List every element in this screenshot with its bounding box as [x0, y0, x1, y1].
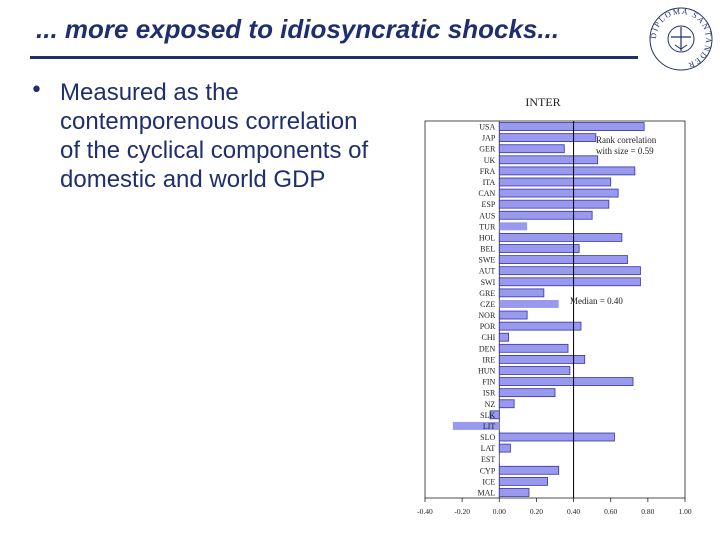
bar-ger [498, 144, 565, 154]
category-label-aus: AUS [479, 211, 495, 220]
x-tick-label: 0.20 [530, 507, 543, 516]
category-label-ger: GER [479, 145, 496, 154]
category-label-nz: NZ [485, 400, 496, 409]
category-label-mal: MAL [478, 488, 496, 497]
category-label-nor: NOR [478, 311, 496, 320]
bar-ire [498, 355, 586, 364]
x-tick-label: 0.60 [604, 507, 617, 516]
bar-gre [498, 288, 545, 298]
category-label-lat: LAT [481, 444, 496, 453]
bar-uk [498, 155, 599, 165]
category-label-ita: ITA [483, 178, 496, 187]
rank-correlation-annotation-line1: Rank correlation [596, 135, 657, 145]
slide-title: ... more exposed to idiosyncratic shocks… [36, 14, 560, 44]
bar-est [499, 455, 500, 464]
bar-jap [498, 133, 597, 143]
plot-frame [424, 120, 686, 499]
university-seal-logo: DIPLOMA SANTANDER [649, 7, 713, 71]
category-label-hol: HOL [479, 233, 496, 242]
bar-lit [452, 421, 500, 430]
category-label-cze: CZE [480, 300, 495, 309]
bar-isr [498, 388, 556, 398]
bar-slk [489, 410, 500, 420]
category-label-hun: HUN [478, 366, 496, 375]
x-tick-label: -0.40 [417, 507, 433, 516]
title-underline [30, 56, 638, 59]
category-label-bel: BEL [480, 245, 495, 254]
category-label-swe: SWE [478, 256, 495, 265]
x-tick-label: -0.20 [454, 507, 470, 516]
bar-ice [498, 476, 548, 486]
category-label-slk: SLK [480, 411, 495, 420]
rank-correlation-annotation-line2: with size = 0.59 [596, 146, 654, 156]
bar-nz [498, 399, 515, 409]
category-label-swi: SWI [481, 278, 496, 287]
bar-lat [498, 443, 511, 453]
category-label-fra: FRA [480, 167, 496, 176]
bar-nor [498, 310, 528, 320]
bullet-text: Measured as the contemporenous correlati… [60, 79, 369, 193]
bar-bel [498, 244, 580, 253]
bar-ita [498, 177, 612, 187]
bar-hol [498, 233, 623, 242]
category-label-gre: GRE [479, 289, 495, 298]
category-label-est: EST [481, 455, 495, 464]
category-label-can: CAN [478, 189, 495, 198]
bar-den [498, 343, 569, 353]
bar-swe [498, 255, 628, 264]
bar-hun [498, 366, 571, 375]
x-tick-label: 1.00 [678, 507, 691, 516]
category-label-por: POR [480, 322, 496, 331]
bar-fra [498, 166, 636, 176]
category-label-ice: ICE [482, 477, 495, 486]
chart-title: INTER [525, 95, 560, 109]
category-label-den: DEN [479, 344, 496, 353]
bar-usa [498, 122, 645, 131]
bar-tur [499, 222, 528, 231]
bar-esp [498, 199, 610, 209]
x-tick-label: 0.80 [641, 507, 654, 516]
bar-slo [498, 432, 615, 442]
category-label-esp: ESP [481, 200, 495, 209]
x-tick-label: 0.40 [567, 507, 580, 516]
inter-bar-chart: INTER USA JAP GER UK FRA ITA CAN ESP AUS TUR HOL BE… [417, 95, 692, 516]
bar-cze [499, 299, 559, 308]
bar-chi [498, 332, 509, 342]
category-label-ire: IRE [482, 355, 495, 364]
category-label-uk: UK [484, 156, 496, 165]
category-label-slo: SLO [480, 433, 495, 442]
category-label-isr: ISR [483, 389, 496, 398]
bar-aus [498, 210, 593, 220]
median-annotation: Median = 0.40 [570, 296, 623, 306]
bar-fin [498, 377, 634, 386]
bar-cyp [498, 465, 560, 475]
bar-por [498, 321, 582, 331]
category-label-lit: LIT [483, 422, 496, 431]
category-label-fin: FIN [482, 378, 495, 387]
category-label-jap: JAP [482, 134, 496, 143]
category-label-chi: CHI [482, 333, 496, 342]
category-label-usa: USA [479, 123, 495, 132]
category-label-tur: TUR [479, 222, 496, 231]
bar-aut [498, 266, 641, 276]
bar-can [498, 188, 619, 198]
bullet-marker: • [30, 78, 43, 103]
category-label-aut: AUT [479, 267, 496, 276]
bar-mal [498, 488, 530, 497]
x-tick-label: 0.00 [493, 507, 506, 516]
category-label-cyp: CYP [480, 466, 496, 475]
bar-swi [498, 277, 641, 287]
